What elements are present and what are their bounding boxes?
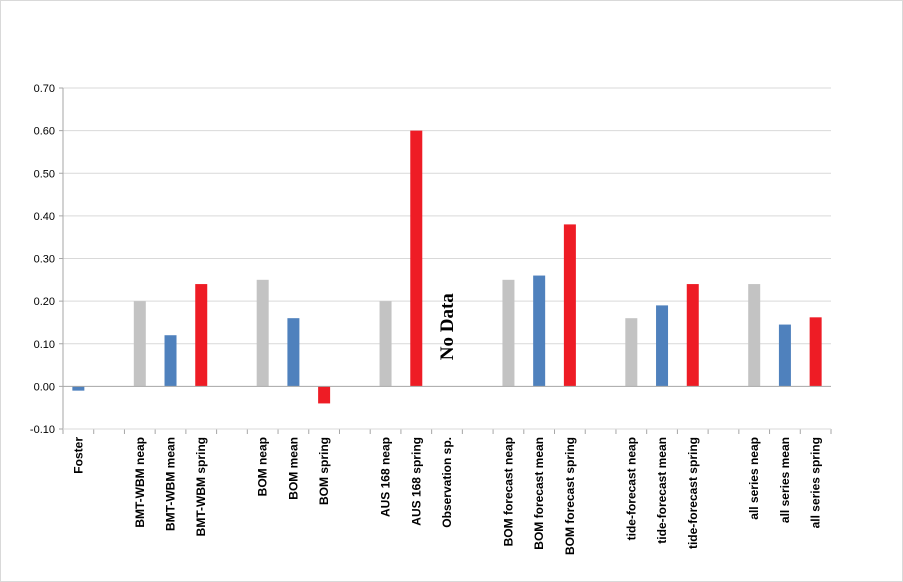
bar-neap [379, 301, 392, 387]
bar-neap [256, 279, 269, 387]
bar-spring [686, 284, 699, 387]
x-category-label: Foster [71, 437, 85, 474]
x-category-label: tide-forecast mean [655, 437, 669, 544]
bar-spring [563, 224, 576, 387]
bar-mean [778, 324, 791, 387]
bar-spring [195, 284, 208, 387]
y-tick-label: 0.70 [34, 83, 55, 95]
x-category-label: BOM forecast mean [532, 437, 546, 550]
bar-spring [318, 386, 331, 404]
x-category-label: all series neap [747, 437, 761, 520]
x-category-label: tide-forecast neap [624, 437, 638, 540]
axes [59, 87, 832, 434]
x-category-label: Observation sp. [440, 437, 454, 528]
bar-mean [533, 275, 546, 387]
x-category-label: tide-forecast spring [686, 437, 700, 549]
x-category-label: BMT-WBM spring [194, 437, 208, 536]
bar-neap [748, 284, 761, 387]
x-category-labels: Foster BMT-WBM neap BMT-WBM mean BMT-WBM sp… [71, 437, 822, 555]
x-category-label: all series mean [778, 437, 792, 523]
y-tick-label: 0.10 [34, 339, 55, 351]
no-data-annotation: No Data [437, 293, 458, 361]
x-category-label: BOM neap [256, 437, 270, 496]
x-category-label: BOM spring [317, 437, 331, 505]
x-category-label: BMT-WBM neap [133, 437, 147, 528]
y-tick-label: 0.20 [34, 296, 55, 308]
bar-neap [625, 318, 638, 387]
y-tick-labels: -0.10 0.00 0.10 0.20 0.30 0.40 0.50 0.60 0.70 [30, 83, 55, 436]
bar-neap [133, 301, 146, 387]
x-category-label: all series spring [809, 437, 823, 528]
x-category-label: AUS 168 neap [379, 437, 393, 517]
bar-neap [502, 279, 515, 387]
bar-spring [410, 130, 423, 387]
y-tick-label: -0.10 [30, 424, 55, 436]
x-category-label: BOM forecast spring [563, 437, 577, 555]
gridlines [63, 87, 831, 430]
x-category-label: BMT-WBM mean [164, 437, 178, 531]
x-category-label: AUS 168 spring [409, 437, 423, 526]
bar-mean [287, 318, 300, 387]
bar-spring [809, 317, 822, 387]
y-tick-label: 0.60 [34, 126, 55, 138]
y-tick-label: 0.40 [34, 211, 55, 223]
x-category-label: BOM forecast neap [501, 437, 515, 546]
x-category-label: BOM mean [286, 437, 300, 500]
y-tick-label: 0.30 [34, 254, 55, 266]
bar-foster [72, 386, 85, 391]
bar-mean [164, 335, 177, 387]
bar-mean [656, 305, 669, 387]
y-tick-label: 0.50 [34, 168, 55, 180]
bars [72, 130, 822, 404]
y-tick-label: 0.00 [34, 381, 55, 393]
